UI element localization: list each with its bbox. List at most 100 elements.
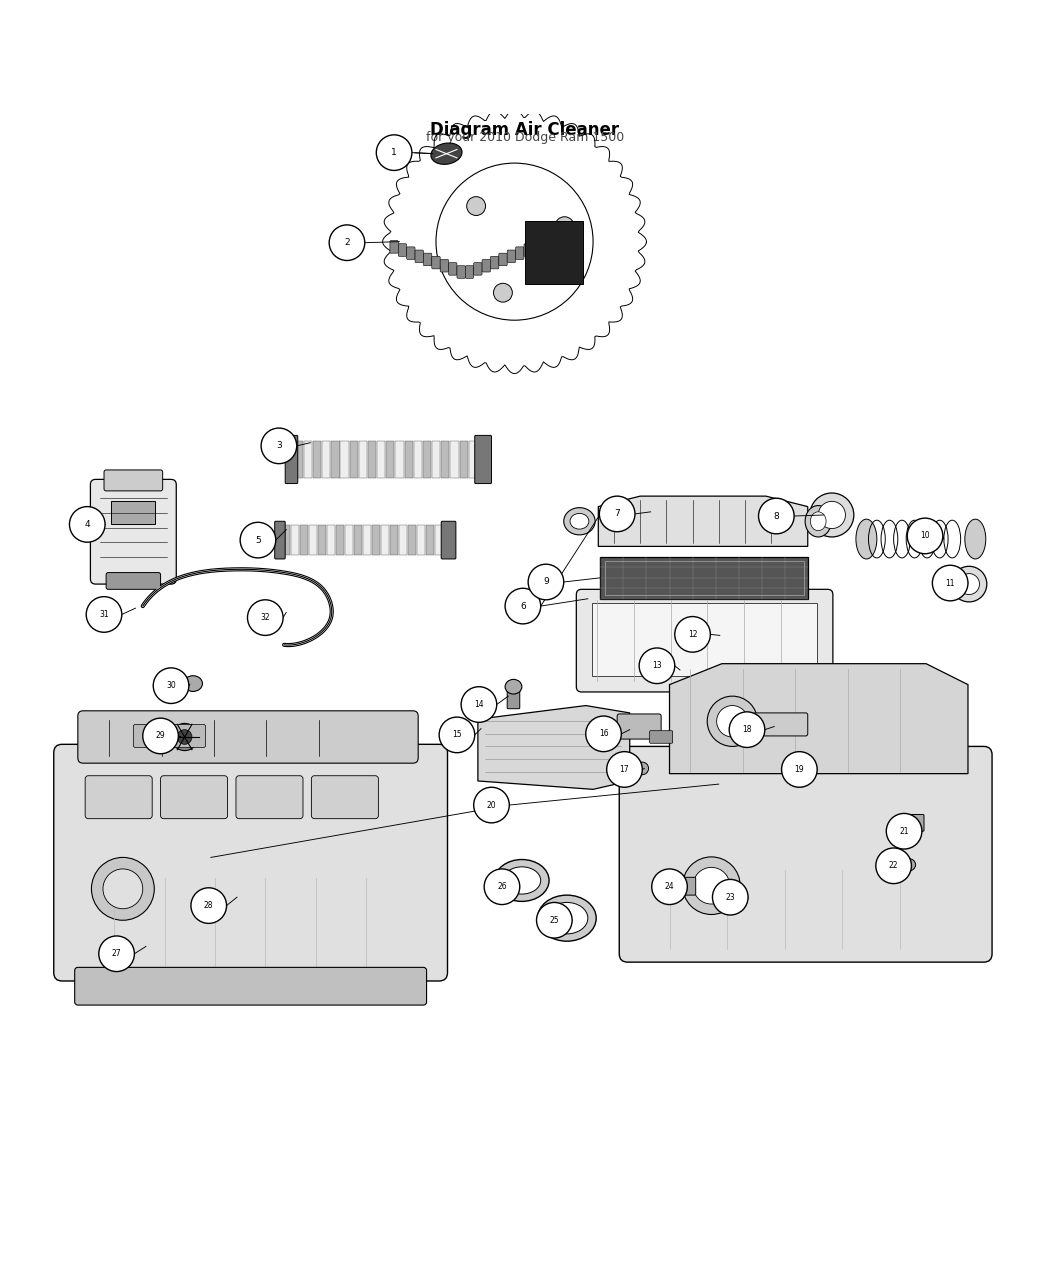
Circle shape <box>484 870 520 904</box>
Ellipse shape <box>856 519 877 558</box>
Text: 18: 18 <box>742 725 752 734</box>
Ellipse shape <box>564 507 595 536</box>
Polygon shape <box>303 441 312 478</box>
Text: 21: 21 <box>900 826 909 835</box>
Polygon shape <box>322 441 331 478</box>
Polygon shape <box>354 525 362 555</box>
FancyBboxPatch shape <box>448 263 457 275</box>
FancyBboxPatch shape <box>576 589 833 692</box>
FancyBboxPatch shape <box>475 435 491 483</box>
Polygon shape <box>670 664 968 774</box>
Circle shape <box>537 903 572 938</box>
FancyBboxPatch shape <box>650 731 673 743</box>
Polygon shape <box>300 525 309 555</box>
Text: 26: 26 <box>497 882 507 891</box>
Ellipse shape <box>810 493 854 537</box>
Ellipse shape <box>708 696 757 746</box>
Polygon shape <box>291 525 299 555</box>
Polygon shape <box>414 441 422 478</box>
Ellipse shape <box>91 857 154 921</box>
Polygon shape <box>350 441 358 478</box>
Ellipse shape <box>636 762 649 775</box>
Polygon shape <box>460 441 468 478</box>
Ellipse shape <box>570 514 589 529</box>
Polygon shape <box>363 525 372 555</box>
Text: 7: 7 <box>614 510 621 519</box>
Circle shape <box>439 717 475 752</box>
Circle shape <box>600 496 635 532</box>
Polygon shape <box>404 441 413 478</box>
Circle shape <box>248 599 284 635</box>
Ellipse shape <box>959 574 980 594</box>
Text: 6: 6 <box>520 602 526 611</box>
Text: Diagram Air Cleaner: Diagram Air Cleaner <box>430 121 620 139</box>
Circle shape <box>876 848 911 884</box>
FancyBboxPatch shape <box>617 714 662 740</box>
FancyBboxPatch shape <box>474 263 482 275</box>
Circle shape <box>240 523 276 558</box>
Circle shape <box>505 588 541 623</box>
Circle shape <box>461 687 497 723</box>
Polygon shape <box>345 525 353 555</box>
FancyBboxPatch shape <box>312 775 378 819</box>
Polygon shape <box>386 441 395 478</box>
FancyBboxPatch shape <box>620 746 992 963</box>
FancyBboxPatch shape <box>516 247 524 259</box>
Ellipse shape <box>177 729 192 745</box>
Circle shape <box>713 880 748 915</box>
Text: 2: 2 <box>344 238 350 247</box>
Text: 4: 4 <box>84 520 90 529</box>
FancyBboxPatch shape <box>286 435 298 483</box>
FancyBboxPatch shape <box>406 247 415 259</box>
Text: 17: 17 <box>620 765 629 774</box>
Circle shape <box>639 648 675 683</box>
Ellipse shape <box>184 676 203 691</box>
Text: 8: 8 <box>774 511 779 520</box>
Ellipse shape <box>436 163 593 320</box>
Circle shape <box>886 813 922 849</box>
Circle shape <box>932 565 968 601</box>
FancyBboxPatch shape <box>85 775 152 819</box>
Text: 23: 23 <box>726 892 735 901</box>
FancyBboxPatch shape <box>90 479 176 584</box>
Ellipse shape <box>951 566 987 602</box>
Circle shape <box>99 936 134 972</box>
Text: 10: 10 <box>920 532 930 541</box>
Text: 31: 31 <box>99 609 109 618</box>
FancyBboxPatch shape <box>432 256 440 269</box>
FancyBboxPatch shape <box>415 250 423 263</box>
Circle shape <box>729 711 764 747</box>
Text: 5: 5 <box>255 536 260 544</box>
Polygon shape <box>340 441 349 478</box>
FancyBboxPatch shape <box>524 244 532 256</box>
Ellipse shape <box>103 870 143 909</box>
Text: for your 2010 Dodge Ram 1500: for your 2010 Dodge Ram 1500 <box>426 130 624 144</box>
Circle shape <box>86 597 122 632</box>
FancyBboxPatch shape <box>457 265 465 278</box>
Polygon shape <box>432 441 440 478</box>
Text: 24: 24 <box>665 882 674 891</box>
FancyBboxPatch shape <box>592 603 817 676</box>
Circle shape <box>675 617 711 652</box>
FancyBboxPatch shape <box>440 259 448 272</box>
Polygon shape <box>313 441 321 478</box>
Ellipse shape <box>171 723 198 751</box>
FancyBboxPatch shape <box>903 815 924 831</box>
Polygon shape <box>417 525 425 555</box>
FancyBboxPatch shape <box>398 244 406 256</box>
FancyBboxPatch shape <box>390 241 398 254</box>
Ellipse shape <box>555 217 574 236</box>
FancyBboxPatch shape <box>601 557 807 599</box>
FancyBboxPatch shape <box>507 687 520 709</box>
Text: 9: 9 <box>543 578 549 586</box>
Polygon shape <box>441 441 449 478</box>
Circle shape <box>474 787 509 822</box>
Polygon shape <box>381 525 390 555</box>
FancyBboxPatch shape <box>78 710 418 764</box>
Ellipse shape <box>466 196 485 215</box>
Text: 29: 29 <box>155 732 166 741</box>
Polygon shape <box>359 441 368 478</box>
Polygon shape <box>368 441 376 478</box>
Polygon shape <box>336 525 344 555</box>
FancyBboxPatch shape <box>133 724 206 747</box>
